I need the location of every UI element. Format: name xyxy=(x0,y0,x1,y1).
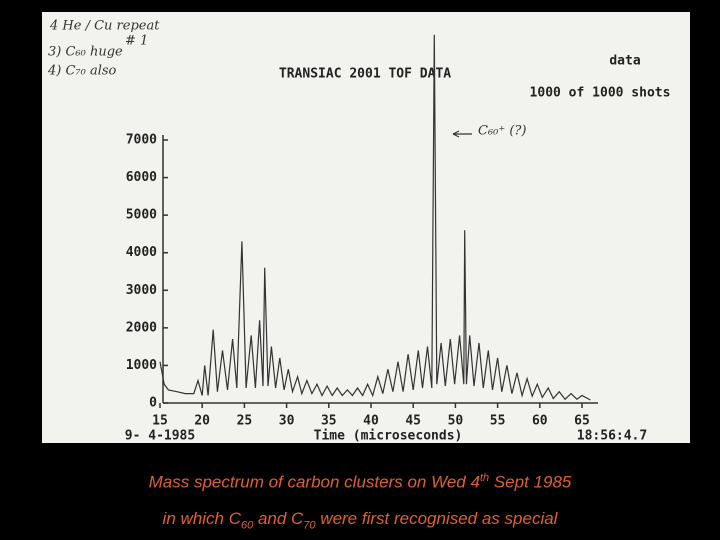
y-tick-label: 2000 xyxy=(126,320,157,335)
x-tick-label: 35 xyxy=(321,414,337,429)
caption-sub: 70 xyxy=(303,519,316,532)
x-tick-label: 20 xyxy=(194,414,210,429)
y-tick-label: 1000 xyxy=(126,358,157,373)
caption: Mass spectrum of carbon clusters on Wed … xyxy=(0,472,720,493)
caption-text: in which C xyxy=(162,509,241,528)
x-tick-label: 50 xyxy=(448,414,464,429)
x-tick-label: 30 xyxy=(279,414,295,429)
y-tick-label: 7000 xyxy=(126,133,157,148)
x-tick-label: 15 xyxy=(152,414,168,429)
time-label: 18:56:4.7 xyxy=(577,429,647,444)
note: 4) C₇₀ also xyxy=(47,64,117,79)
y-tick-label: 3000 xyxy=(126,283,157,298)
x-tick-label: 40 xyxy=(363,414,379,429)
caption: in which C60 and C70 were first recognis… xyxy=(0,509,720,531)
x-tick-label: 60 xyxy=(532,414,548,429)
y-tick-label: 6000 xyxy=(126,170,157,185)
paper xyxy=(42,12,690,443)
note: 3) C₆₀ huge xyxy=(48,45,123,60)
caption-sub: 60 xyxy=(240,519,254,532)
note: 4 He / Cu repeat xyxy=(49,19,160,34)
y-tick-label: 4000 xyxy=(126,245,157,260)
annotation-arrow-head xyxy=(452,130,460,138)
chart-title: TRANSIAC 2001 TOF DATA xyxy=(279,67,451,82)
caption-sup: th xyxy=(479,472,490,484)
chart: TRANSIAC 2001 TOF DATA data 1000 of 1000… xyxy=(42,12,690,444)
x-tick-label: 25 xyxy=(237,414,253,429)
annotation: C₆₀⁺ (?) xyxy=(478,124,526,139)
x-tick-label: 45 xyxy=(405,414,421,429)
caption-text: Sept 1985 xyxy=(489,472,572,492)
caption-text: Mass spectrum of carbon clusters on Wed … xyxy=(148,472,480,492)
note: # 1 xyxy=(125,34,148,49)
x-axis-label: Time (microseconds) xyxy=(314,429,463,444)
caption-text: and C xyxy=(253,509,304,528)
caption-text: were first recognised as special xyxy=(315,509,558,528)
date-label: 9- 4-1985 xyxy=(125,429,195,444)
x-tick-label: 65 xyxy=(574,414,590,429)
y-tick-label: 5000 xyxy=(126,208,157,223)
header-label: 1000 of 1000 shots xyxy=(530,86,671,101)
spectrum-line xyxy=(159,34,591,401)
x-tick-label: 55 xyxy=(490,414,506,429)
y-tick-label: 0 xyxy=(149,396,157,411)
header-label: data xyxy=(609,54,640,69)
